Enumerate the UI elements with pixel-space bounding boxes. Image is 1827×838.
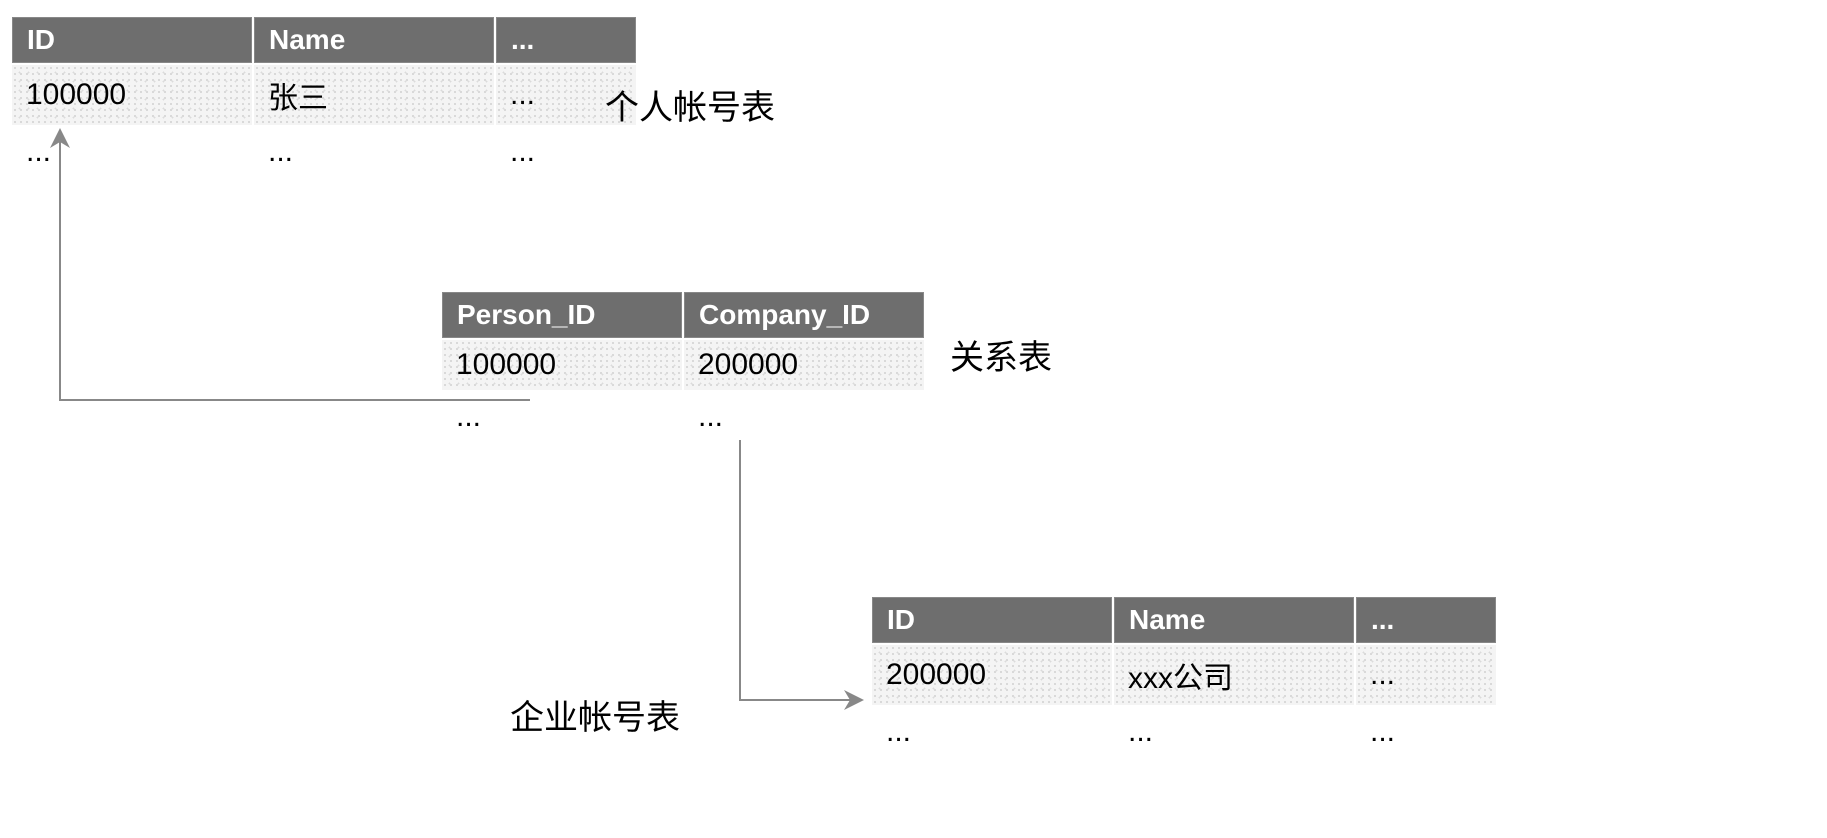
col-header: ID [12,17,252,63]
cell: ... [872,707,1112,757]
col-header: Name [254,17,494,63]
table-row: ... ... ... [872,707,1496,757]
col-header: Name [1114,597,1354,643]
relation-table-title: 关系表 [950,330,1052,379]
company-account-table: ID Name ... 200000 xxx公司 ... ... ... ... [870,595,1498,759]
cell: 100000 [12,65,252,125]
cell: ... [1356,707,1496,757]
table-row: ... ... [442,392,924,442]
cell: ... [1114,707,1354,757]
col-header: ... [496,17,636,63]
fk-arrow-company [740,440,860,700]
cell: ... [684,392,924,442]
table-row: ... ... ... [12,127,636,177]
personal-account-table-title: 个人帐号表 [605,80,775,129]
table-row: 100000 200000 [442,340,924,390]
cell: xxx公司 [1114,645,1354,705]
cell: 100000 [442,340,682,390]
cell: 200000 [684,340,924,390]
relation-table: Person_ID Company_ID 100000 200000 ... .… [440,290,926,444]
table-row: 200000 xxx公司 ... [872,645,1496,705]
col-header: ... [1356,597,1496,643]
cell: ... [12,127,252,177]
company-account-table-title: 企业帐号表 [510,690,680,739]
personal-account-table: ID Name ... 100000 张三 ... ... ... ... [10,15,638,179]
table-row: 100000 张三 ... [12,65,636,125]
col-header: Person_ID [442,292,682,338]
col-header: ID [872,597,1112,643]
cell: ... [442,392,682,442]
cell: 200000 [872,645,1112,705]
cell: ... [1356,645,1496,705]
col-header: Company_ID [684,292,924,338]
cell: ... [496,127,636,177]
cell: 张三 [254,65,494,125]
cell: ... [254,127,494,177]
